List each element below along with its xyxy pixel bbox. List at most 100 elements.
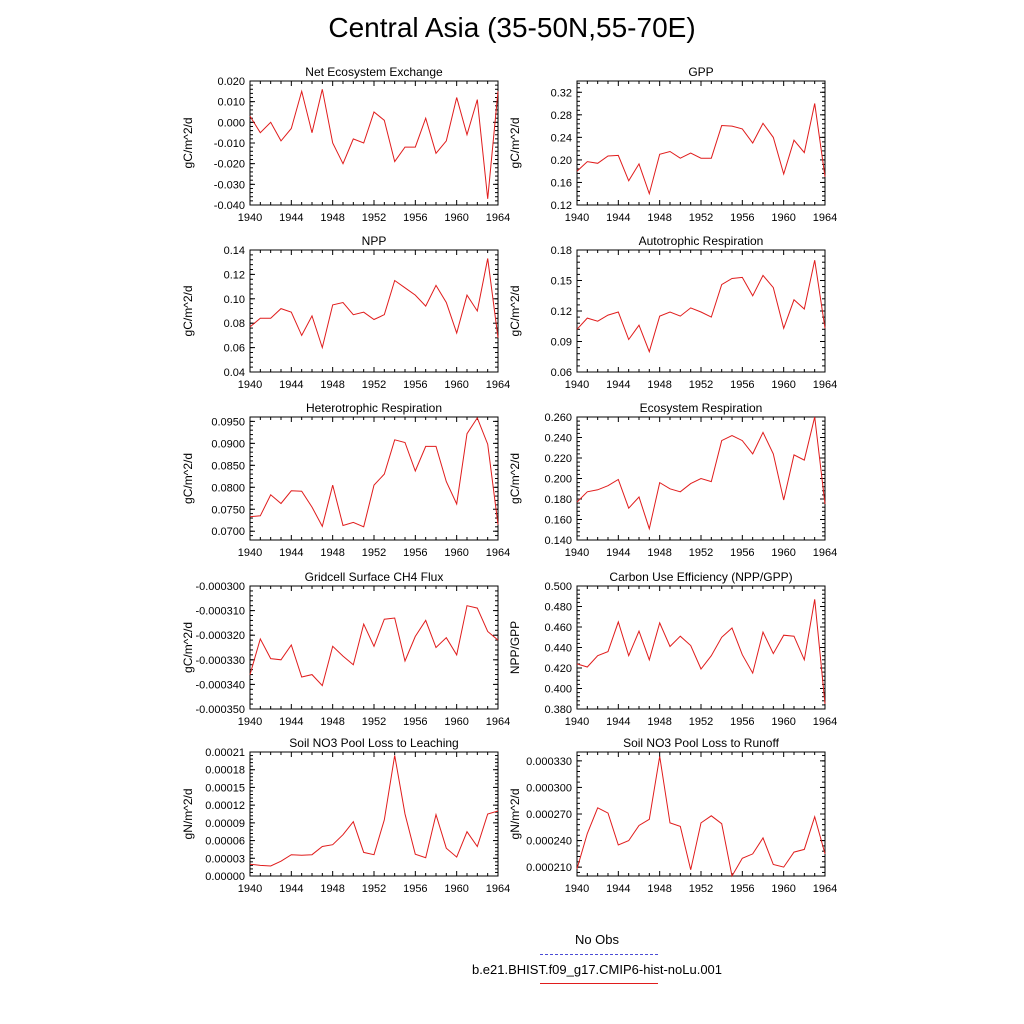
- y-tick-label: -0.030: [214, 179, 245, 191]
- x-tick-label: 1948: [320, 547, 344, 559]
- chart-title: Ecosystem Respiration: [640, 401, 763, 415]
- x-tick-label: 1948: [320, 716, 344, 728]
- x-tick-label: 1956: [403, 379, 427, 391]
- y-tick-label: 0.18: [551, 245, 572, 257]
- chart-title: Soil NO3 Pool Loss to Leaching: [289, 736, 458, 750]
- chart-title: Heterotrophic Respiration: [306, 401, 442, 415]
- y-tick-label: 0.00012: [205, 800, 245, 812]
- y-tick-label: 0.06: [551, 367, 572, 379]
- x-tick-label: 1960: [771, 379, 795, 391]
- y-tick-label: -0.000330: [195, 655, 245, 667]
- x-tick-label: 1964: [813, 716, 837, 728]
- chart-title: Autotrophic Respiration: [639, 234, 764, 248]
- x-tick-label: 1952: [689, 547, 713, 559]
- legend-no-obs-line: [540, 954, 658, 955]
- x-tick-label: 1944: [279, 547, 303, 559]
- y-tick-label: -0.020: [214, 159, 245, 171]
- series-line: [576, 260, 826, 354]
- x-tick-label: 1960: [444, 547, 468, 559]
- x-tick-label: 1956: [730, 883, 754, 895]
- y-axis-label: gN/m^2/d: [508, 789, 522, 840]
- y-tick-label: 0.000: [217, 117, 245, 129]
- y-tick-label: 0.000330: [526, 756, 572, 768]
- chart-9: Soil NO3 Pool Loss to Leaching gN/m^2/d 19…: [181, 736, 510, 895]
- y-tick-label: 0.0850: [211, 460, 245, 472]
- y-tick-label: 0.0950: [211, 416, 245, 428]
- y-tick-label: 0.00021: [205, 747, 245, 759]
- x-tick-label: 1960: [444, 212, 468, 224]
- y-tick-label: 0.160: [544, 515, 572, 527]
- x-tick-label: 1948: [647, 212, 671, 224]
- y-tick-label: 0.000210: [526, 862, 572, 874]
- y-tick-label: 0.12: [224, 269, 245, 281]
- plot-frame: [576, 751, 826, 877]
- y-axis-label: gC/m^2/d: [181, 622, 195, 673]
- chart-3: NPP gC/m^2/d 1940 1944 1948 1952 1956 1960 1964 0…: [181, 234, 510, 391]
- x-tick-label: 1956: [403, 212, 427, 224]
- series-line: [249, 755, 499, 867]
- x-tick-label: 1940: [565, 547, 589, 559]
- legend-run-line: [540, 983, 658, 984]
- y-axis-label: gC/m^2/d: [508, 453, 522, 504]
- x-tick-label: 1952: [689, 212, 713, 224]
- y-tick-label: -0.000300: [195, 581, 245, 593]
- y-tick-label: 0.20: [551, 155, 572, 167]
- x-tick-label: 1952: [689, 716, 713, 728]
- x-tick-label: 1940: [238, 883, 262, 895]
- x-tick-label: 1956: [403, 716, 427, 728]
- y-tick-label: 0.000300: [526, 782, 572, 794]
- series-line: [249, 416, 499, 528]
- y-tick-label: 0.260: [544, 412, 572, 424]
- chart-title: Net Ecosystem Exchange: [305, 65, 443, 79]
- chart-5: Heterotrophic Respiration gC/m^2/d 1940 194…: [181, 401, 510, 559]
- series-line: [576, 599, 826, 704]
- x-tick-label: 1940: [565, 716, 589, 728]
- x-tick-label: 1956: [730, 212, 754, 224]
- y-tick-label: -0.010: [214, 138, 245, 150]
- x-tick-label: 1944: [279, 212, 303, 224]
- chart-6: Ecosystem Respiration gC/m^2/d 1940 1944 194…: [508, 401, 837, 559]
- y-tick-label: 0.16: [551, 177, 572, 189]
- x-tick-label: 1952: [362, 547, 386, 559]
- x-tick-label: 1960: [444, 379, 468, 391]
- x-tick-label: 1948: [320, 379, 344, 391]
- chart-title: Gridcell Surface CH4 Flux: [305, 570, 444, 584]
- y-axis-label: NPP/GPP: [508, 621, 522, 674]
- y-tick-label: -0.000340: [195, 679, 245, 691]
- x-tick-label: 1940: [565, 212, 589, 224]
- x-tick-label: 1948: [647, 547, 671, 559]
- chart-7: Gridcell Surface CH4 Flux gC/m^2/d 1940 194…: [181, 570, 510, 728]
- x-tick-label: 1940: [238, 716, 262, 728]
- y-tick-label: 0.00000: [205, 871, 245, 883]
- x-tick-label: 1948: [647, 379, 671, 391]
- y-tick-label: 0.420: [544, 663, 572, 675]
- series-line: [249, 605, 499, 687]
- y-tick-label: 0.020: [217, 76, 245, 88]
- plot-frame: [576, 585, 826, 710]
- y-tick-label: 0.00006: [205, 836, 245, 848]
- x-tick-label: 1964: [813, 379, 837, 391]
- y-tick-label: 0.00018: [205, 765, 245, 777]
- chart-title: Carbon Use Efficiency (NPP/GPP): [609, 570, 792, 584]
- y-tick-label: 0.200: [544, 474, 572, 486]
- x-tick-label: 1944: [606, 716, 630, 728]
- y-tick-label: 0.400: [544, 684, 572, 696]
- plot-frame: [576, 80, 826, 206]
- y-tick-label: 0.24: [551, 132, 572, 144]
- legend-run-label: b.e21.BHIST.f09_g17.CMIP6-hist-noLu.001: [471, 962, 723, 977]
- x-tick-label: 1948: [320, 883, 344, 895]
- chart-2: GPP gC/m^2/d 1940 1944 1948 1952 1956 1960 1964 0…: [508, 65, 837, 224]
- y-axis-label: gN/m^2/d: [181, 789, 195, 840]
- x-tick-label: 1944: [606, 212, 630, 224]
- chart-10: Soil NO3 Pool Loss to Runoff gN/m^2/d 1940…: [508, 736, 837, 895]
- x-tick-label: 1940: [565, 883, 589, 895]
- x-tick-label: 1964: [486, 212, 510, 224]
- y-tick-label: 0.04: [224, 367, 245, 379]
- y-tick-label: 0.28: [551, 110, 572, 122]
- y-tick-label: 0.00003: [205, 853, 245, 865]
- chart-title: NPP: [362, 234, 387, 248]
- x-tick-label: 1944: [606, 883, 630, 895]
- chart-title: GPP: [688, 65, 713, 79]
- x-tick-label: 1960: [444, 716, 468, 728]
- y-tick-label: 0.480: [544, 602, 572, 614]
